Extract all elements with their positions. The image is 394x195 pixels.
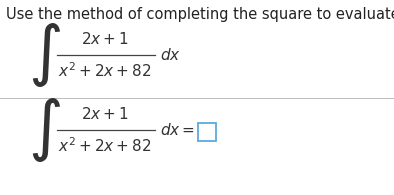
Text: $x^2 + 2x + 82$: $x^2 + 2x + 82$ [58,137,152,155]
Text: $dx =$: $dx =$ [160,122,195,138]
Text: $\int$: $\int$ [28,96,61,164]
Text: $2x + 1$: $2x + 1$ [81,31,129,47]
Text: $2x + 1$: $2x + 1$ [81,106,129,122]
Text: Use the method of completing the square to evaluate the integral.: Use the method of completing the square … [6,7,394,22]
Text: $dx$: $dx$ [160,47,181,63]
Text: $\int$: $\int$ [28,21,61,89]
Text: $x^2 + 2x + 82$: $x^2 + 2x + 82$ [58,62,152,80]
Bar [198,123,216,141]
